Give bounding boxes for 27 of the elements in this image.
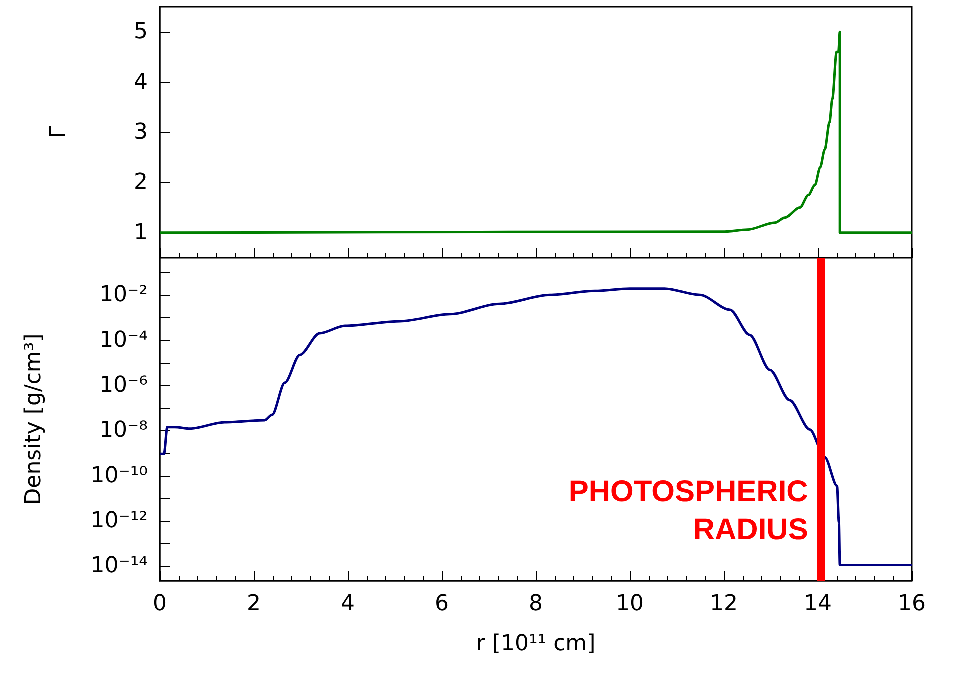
y-tick-label: 10⁻⁸ <box>100 418 148 444</box>
y-tick-label: 3 <box>134 120 148 145</box>
x-tick-label: 0 <box>153 592 167 616</box>
x-tick-label: 2 <box>247 592 261 616</box>
line-series <box>158 288 914 566</box>
y-tick-label: 10⁻¹⁴ <box>90 554 148 579</box>
y-axis-title: Γ <box>46 126 72 139</box>
y-tick-label: 10⁻¹² <box>90 508 148 534</box>
y-tick-label: 4 <box>134 70 148 95</box>
y-tick-label: 1 <box>134 220 148 246</box>
x-tick-label: 8 <box>529 592 543 616</box>
x-tick-label: 6 <box>435 592 449 616</box>
x-tick-label: 4 <box>341 592 355 616</box>
x-tick-label: 12 <box>710 592 738 616</box>
y-tick-label: 10⁻⁶ <box>100 372 148 398</box>
y-axis-title: Density [g/cm³] <box>22 334 46 506</box>
x-tick-label: 10 <box>616 592 644 616</box>
y-tick-label: 10⁻¹⁰ <box>90 463 148 488</box>
x-tick-label: 16 <box>898 592 926 616</box>
y-tick-label: 10⁻² <box>100 282 148 308</box>
ref-line-label: PHOTOSPHERIC RADIUS <box>568 476 808 546</box>
y-tick-label: 5 <box>134 20 148 45</box>
y-tick-label: 10⁻⁴ <box>100 328 148 353</box>
x-tick-label: 14 <box>804 592 832 616</box>
y-tick-label: 2 <box>134 170 148 196</box>
x-axis-title: r [10¹¹ cm] <box>476 632 596 656</box>
line-series <box>158 30 914 234</box>
